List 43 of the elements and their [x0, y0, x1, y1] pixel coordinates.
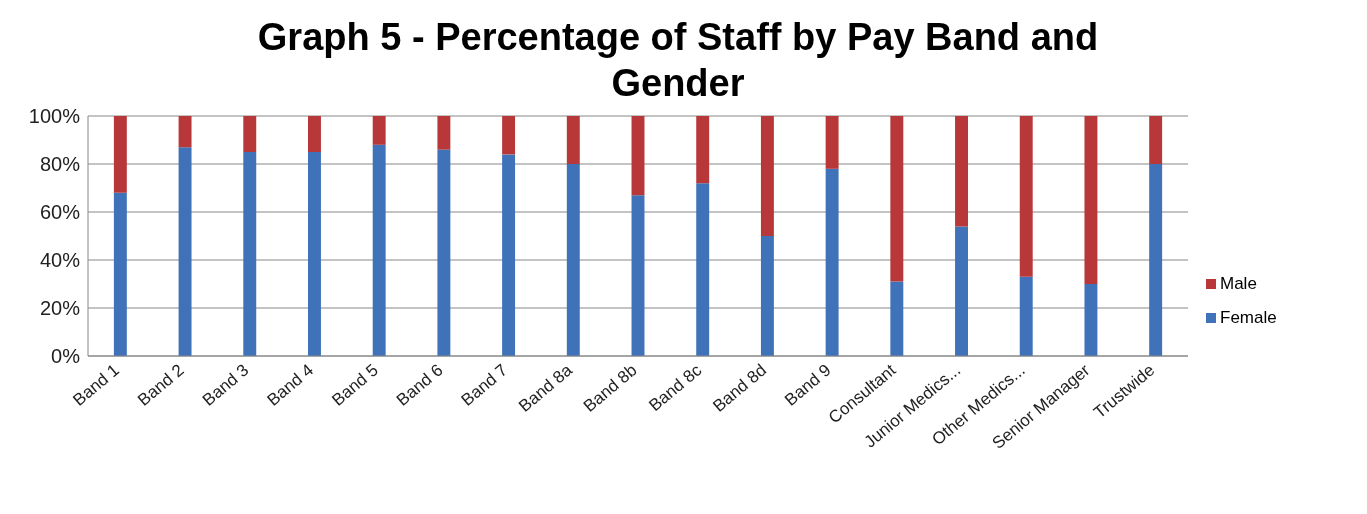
y-tick-label: 20% — [39, 297, 81, 320]
bar — [825, 168, 839, 356]
bar — [243, 152, 257, 356]
bar — [437, 149, 451, 356]
bar — [760, 236, 774, 356]
bar — [178, 147, 192, 356]
y-tick-label: 80% — [39, 153, 81, 176]
bar — [502, 154, 516, 356]
bar — [372, 116, 386, 145]
y-tick-label: 40% — [39, 249, 81, 272]
bar — [1149, 164, 1163, 356]
bar — [955, 116, 968, 227]
bar — [308, 116, 321, 152]
bar — [631, 195, 645, 356]
bar — [372, 144, 386, 356]
bar — [502, 116, 516, 155]
bar — [178, 116, 192, 148]
bar — [1084, 116, 1098, 284]
bar — [243, 116, 257, 152]
bar — [1019, 116, 1033, 277]
bar — [890, 116, 904, 282]
bar — [955, 226, 968, 356]
bar — [1149, 116, 1163, 164]
bar — [566, 164, 580, 356]
bar — [1019, 276, 1033, 356]
y-tick-label: 100% — [28, 105, 81, 128]
bar — [696, 116, 710, 184]
bar — [308, 152, 321, 356]
bar — [696, 183, 710, 356]
bar — [113, 192, 127, 356]
bar — [890, 281, 904, 356]
y-tick-label: 60% — [39, 201, 81, 224]
bar — [631, 116, 645, 196]
bar — [566, 116, 580, 164]
bar — [825, 116, 839, 169]
chart-title: Graph 5 - Percentage of Staff by Pay Band and Gender — [256, 15, 1100, 106]
bar — [437, 116, 451, 150]
legend-label: Male — [1220, 274, 1257, 294]
bar — [760, 116, 774, 236]
y-tick-label: 0% — [51, 345, 81, 368]
bar — [113, 116, 127, 193]
bar — [1084, 284, 1098, 356]
legend-label: Female — [1220, 308, 1277, 328]
